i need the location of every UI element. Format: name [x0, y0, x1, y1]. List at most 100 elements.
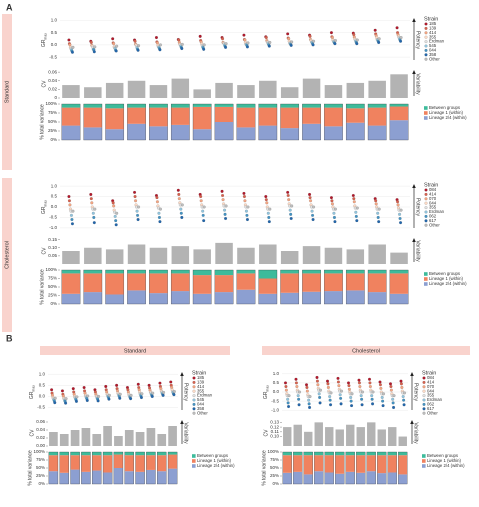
- y-tick-label: 0.5: [273, 380, 280, 385]
- strain-point: [92, 215, 96, 219]
- strain-point: [376, 211, 380, 215]
- variance-segment: [236, 273, 256, 290]
- variance-outline: [258, 269, 278, 305]
- variance-segment: [48, 471, 58, 484]
- strain-point: [290, 40, 294, 44]
- y-axis-label-main: GR: [41, 39, 47, 47]
- strain-point: [92, 50, 96, 54]
- legend-swatch: [192, 411, 196, 415]
- strain-point: [136, 48, 140, 52]
- legend-label: 545: [429, 43, 437, 48]
- variance-outline: [146, 451, 156, 485]
- legend-label: 617: [429, 218, 437, 223]
- variance-segment: [92, 452, 102, 456]
- cv-bar: [171, 78, 190, 98]
- strain-point: [264, 195, 268, 199]
- variance-segment: [346, 270, 365, 274]
- strain-point: [312, 39, 316, 43]
- variance-segment: [293, 455, 303, 472]
- strain-point: [221, 198, 225, 202]
- y-tick-label: 0.5: [51, 194, 58, 199]
- strain-point: [246, 205, 250, 209]
- variance-segment: [389, 293, 409, 304]
- legend-label: Lineage 1 (within): [429, 110, 463, 115]
- variance-segment: [59, 452, 69, 456]
- strain-point: [399, 36, 403, 40]
- cv-bar: [49, 432, 58, 446]
- legend-label: 139: [429, 26, 437, 31]
- variance-outline: [167, 451, 178, 485]
- variance-outline: [345, 269, 365, 305]
- variance-segment: [149, 273, 168, 294]
- strain-point: [328, 398, 332, 402]
- variance-outline: [214, 103, 234, 141]
- variance-segment: [146, 469, 156, 484]
- strain-point: [396, 200, 400, 204]
- variance-segment: [368, 273, 387, 293]
- strain-point: [389, 382, 392, 386]
- y-tick-label: 0.12: [270, 424, 279, 429]
- legend-label: Erdman: [197, 393, 213, 398]
- strain-point: [112, 204, 116, 208]
- strain-point: [242, 195, 246, 199]
- variance-segment: [193, 106, 212, 130]
- strain-point: [177, 38, 181, 42]
- variance-segment: [303, 455, 313, 475]
- strain-point: [389, 385, 393, 389]
- cv-bar: [390, 74, 408, 98]
- strain-point: [113, 214, 117, 218]
- variance-segment: [214, 106, 234, 122]
- legend-swatch: [424, 53, 428, 57]
- strain-point: [329, 391, 333, 395]
- legend-label: 044: [197, 402, 205, 407]
- variance-segment: [92, 455, 102, 471]
- variance-segment: [214, 104, 234, 107]
- y-tick-label: 0.0: [39, 394, 46, 399]
- cv-bar: [346, 82, 365, 98]
- variance-segment: [127, 107, 146, 124]
- variance-outline: [83, 103, 103, 141]
- variance-outline: [303, 451, 313, 485]
- legend-label: Lineage 1 (within): [429, 276, 463, 281]
- cv-bar: [105, 82, 124, 98]
- cv-bar: [259, 244, 277, 264]
- strain-point: [336, 380, 340, 384]
- variance-segment: [387, 455, 397, 473]
- legend-swatch: [424, 111, 428, 115]
- variance-segment: [124, 455, 134, 472]
- strain-point: [403, 391, 406, 395]
- legend-swatch: [422, 385, 426, 389]
- legend-swatch: [422, 464, 426, 468]
- cv-bar: [324, 247, 343, 264]
- cv-bar: [124, 430, 134, 446]
- variance-segment: [103, 455, 113, 473]
- strain-point: [134, 199, 138, 203]
- arrow-head: [412, 238, 416, 242]
- variance-segment: [168, 454, 178, 469]
- strain-point: [64, 397, 68, 401]
- strain-point: [133, 195, 137, 199]
- legend-swatch: [424, 214, 428, 218]
- strain-point: [93, 45, 97, 49]
- legend-label: 084: [427, 375, 435, 380]
- variance-segment: [302, 273, 321, 292]
- strain-point: [266, 211, 270, 215]
- strain-point: [129, 397, 133, 401]
- variance-segment: [83, 270, 102, 274]
- arrow-head: [410, 372, 414, 376]
- variance-segment: [346, 273, 365, 291]
- strain-point: [355, 219, 359, 223]
- y-axis-label: CV: [263, 429, 269, 437]
- variance-segment: [127, 104, 146, 108]
- legend-label: 545: [197, 397, 205, 402]
- variance-segment: [368, 270, 387, 274]
- variance-segment: [171, 273, 190, 292]
- legend-swatch: [422, 398, 426, 402]
- strain-point: [53, 396, 57, 400]
- strain-point: [316, 383, 320, 387]
- strain-point: [399, 208, 403, 212]
- legend-label: 070: [427, 384, 435, 389]
- strain-point: [378, 383, 382, 387]
- strain-point: [50, 388, 54, 392]
- strain-point: [136, 382, 140, 386]
